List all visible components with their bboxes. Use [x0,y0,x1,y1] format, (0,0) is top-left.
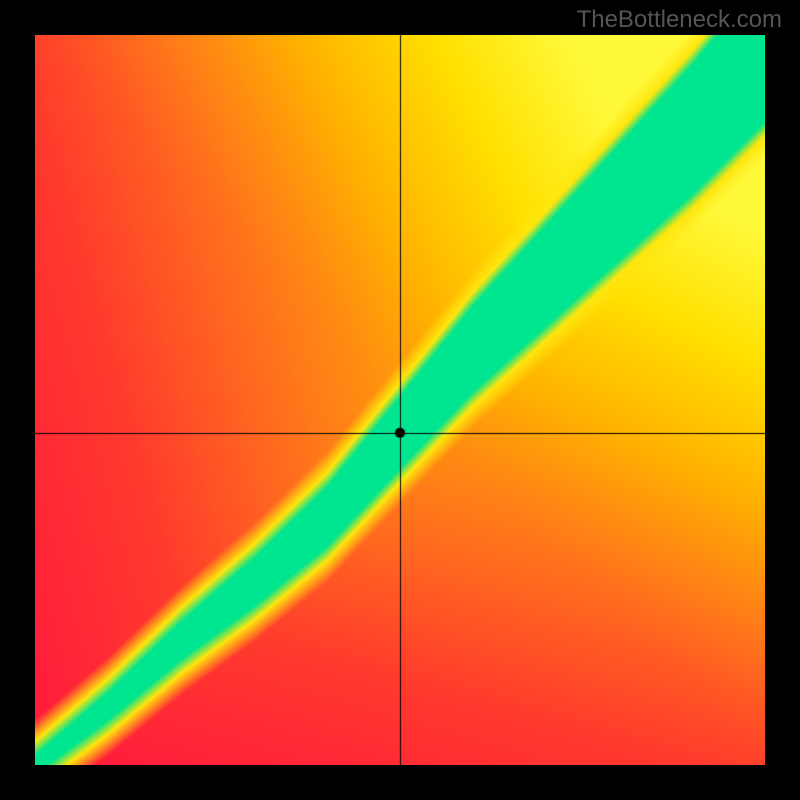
bottleneck-heatmap [35,35,765,765]
watermark-text: TheBottleneck.com [577,6,782,34]
